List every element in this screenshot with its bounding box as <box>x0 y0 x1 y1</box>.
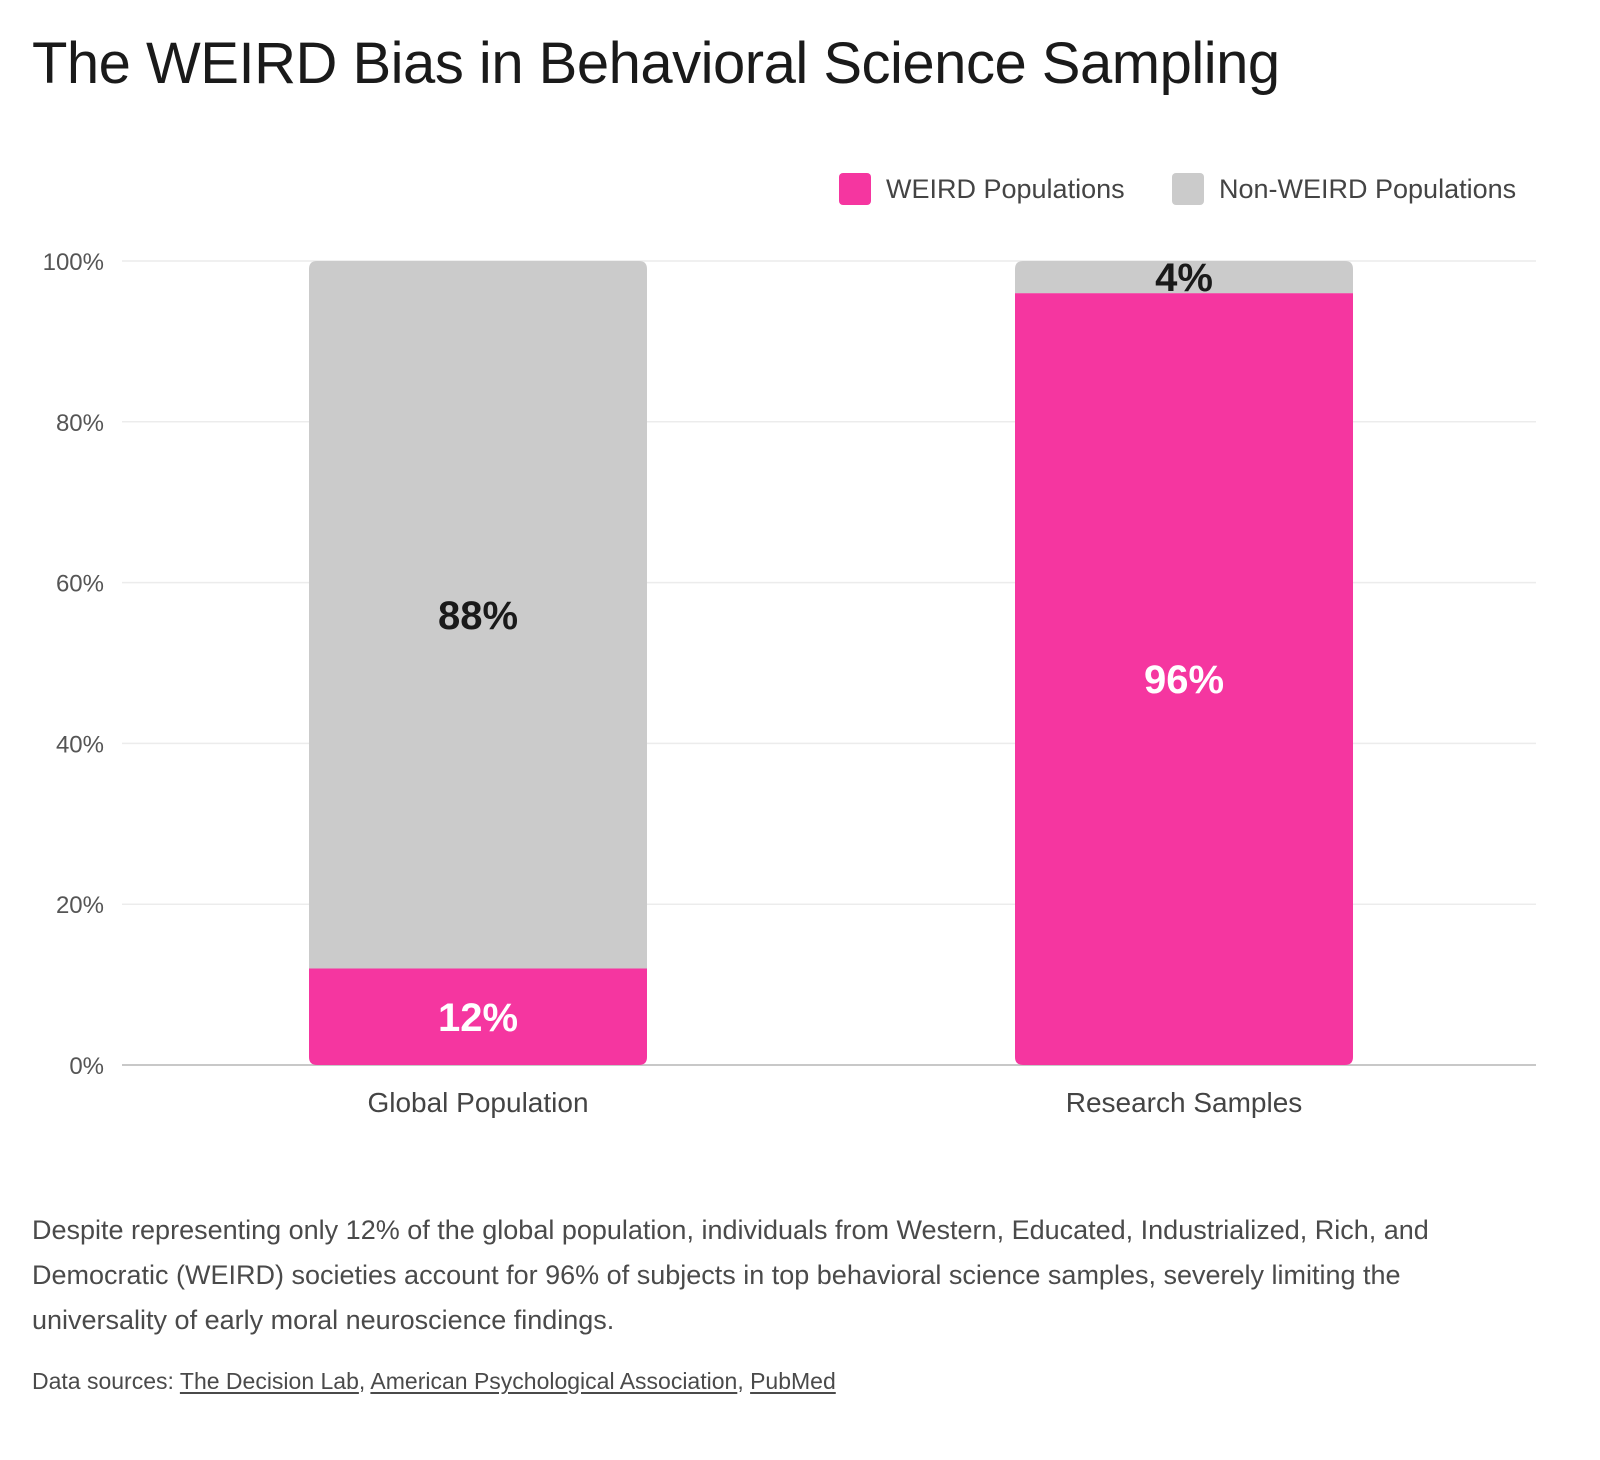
y-tick-label: 80% <box>56 410 104 437</box>
y-tick-label: 40% <box>56 731 104 758</box>
y-axis-ticks: 0% 20% 40% 60% 80% 100% <box>43 249 104 1080</box>
x-tick-label: Global Population <box>367 1087 588 1118</box>
x-axis-ticks: Global Population Research Samples <box>367 1087 1302 1118</box>
bar-data-label: 88% <box>438 594 518 638</box>
source-link-apa[interactable]: American Psychological Association <box>370 1368 738 1394</box>
source-link-pubmed[interactable]: PubMed <box>750 1368 836 1394</box>
bar-non-weird-research-samples <box>1015 261 1353 294</box>
y-tick-label: 100% <box>43 249 104 276</box>
stacked-bar-chart: WEIRD Populations Non-WEIRD Populations 0… <box>43 173 1536 1118</box>
legend-label: Non-WEIRD Populations <box>1219 174 1516 204</box>
source-link-decision-lab[interactable]: The Decision Lab <box>179 1368 359 1394</box>
y-tick-label: 0% <box>69 1053 104 1080</box>
bar-data-label: 12% <box>438 996 518 1040</box>
bar-data-label: 96% <box>1144 658 1224 702</box>
legend-swatch <box>1172 173 1204 205</box>
y-tick-label: 60% <box>56 571 104 598</box>
legend-item-non-weird[interactable]: Non-WEIRD Populations <box>1172 173 1516 205</box>
legend-item-weird[interactable]: WEIRD Populations <box>839 173 1125 205</box>
sources-label: Data sources: <box>32 1368 174 1394</box>
bars: 12% 88% 96% 4% <box>309 256 1353 1065</box>
bar-data-label: 4% <box>1155 256 1213 300</box>
data-sources: Data sources: The Decision Lab, American… <box>32 1368 836 1394</box>
bar-non-weird-global-population <box>309 261 647 969</box>
legend-label: WEIRD Populations <box>886 174 1125 204</box>
bar-weird-global-population <box>309 968 647 1065</box>
y-tick-label: 20% <box>56 892 104 919</box>
x-tick-label: Research Samples <box>1066 1087 1303 1118</box>
legend: WEIRD Populations Non-WEIRD Populations <box>839 173 1516 205</box>
chart-title: The WEIRD Bias in Behavioral Science Sam… <box>32 31 1280 96</box>
chart-caption: Despite representing only 12% of the glo… <box>32 1215 1429 1335</box>
bar-weird-research-samples <box>1015 293 1353 1065</box>
legend-swatch <box>839 173 871 205</box>
